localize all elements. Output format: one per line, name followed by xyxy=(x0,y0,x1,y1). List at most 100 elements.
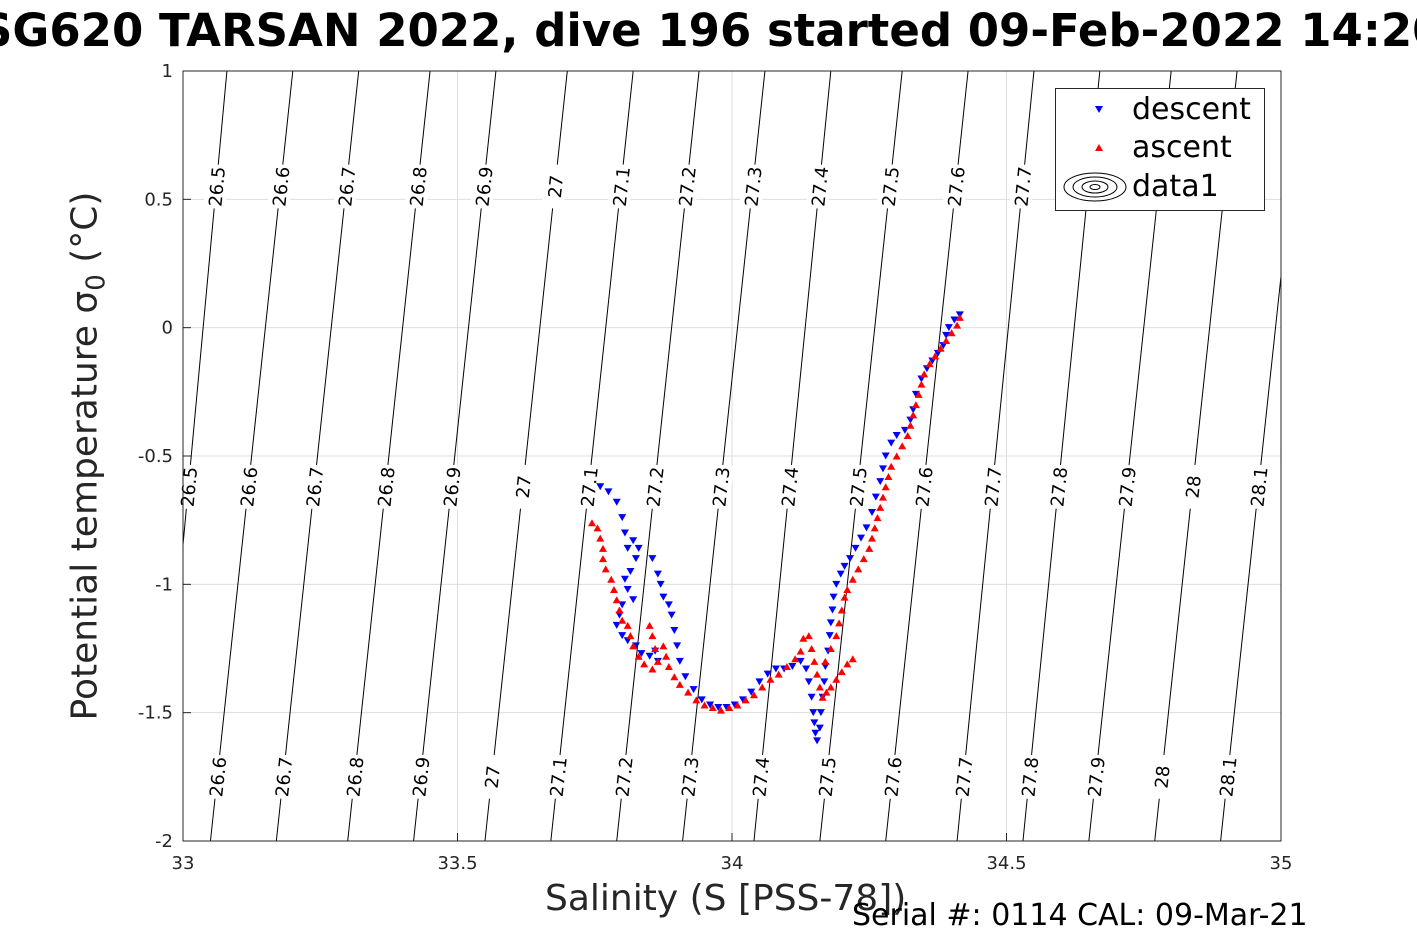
ascent-point xyxy=(911,401,920,409)
ascent-point xyxy=(807,645,816,652)
ascent-point xyxy=(766,675,775,683)
descent-point xyxy=(788,662,797,670)
x-tick-label: 34 xyxy=(721,853,744,874)
ascent-point xyxy=(848,575,857,583)
ascent-point xyxy=(884,473,893,481)
descent-point xyxy=(623,544,632,552)
contour-label-bg xyxy=(747,753,774,800)
ascent-point xyxy=(733,701,742,709)
ascent-point xyxy=(881,483,890,491)
descent-point xyxy=(809,709,818,717)
ascent-series xyxy=(588,313,964,714)
contour-label: 26.6 xyxy=(206,756,231,798)
contour-label: 26.9 xyxy=(440,466,465,508)
legend-item-ascent: ascent xyxy=(1056,130,1264,166)
legend-label-descent: descent xyxy=(1132,92,1251,127)
contour-label: 27 xyxy=(482,764,505,789)
ascent-point xyxy=(593,524,602,532)
y-tick-label: -1.5 xyxy=(138,703,173,724)
y-axis-label-unit: (°C) xyxy=(64,191,106,263)
descent-point xyxy=(596,483,605,491)
y-tick-label: -2 xyxy=(155,831,173,852)
descent-point xyxy=(656,580,665,588)
descent-point xyxy=(747,688,756,696)
ascent-point xyxy=(662,652,671,660)
ascent-point xyxy=(648,632,657,640)
descent-point xyxy=(846,555,855,563)
contour-label: 27.4 xyxy=(778,466,803,508)
descent-point xyxy=(714,704,723,712)
ascent-point xyxy=(931,352,940,360)
descent-point xyxy=(829,593,838,601)
contour-label-bg xyxy=(707,463,734,510)
ascent-point xyxy=(859,555,868,563)
ascent-point xyxy=(887,462,896,470)
contour-label: 27.8 xyxy=(1018,756,1043,798)
contour-label-bg xyxy=(333,163,360,210)
ascent-point xyxy=(920,370,929,378)
ascent-point xyxy=(645,621,654,629)
descent-point xyxy=(689,686,698,694)
legend-label-data1: data1 xyxy=(1132,169,1219,204)
descent-point xyxy=(944,324,953,332)
contour-label: 27.3 xyxy=(742,166,767,208)
descent-point xyxy=(645,652,654,660)
contour-label: 27.2 xyxy=(644,466,669,508)
contour-label-bg xyxy=(269,753,297,800)
descent-point xyxy=(892,431,901,439)
contour-labels: 26.5 26.5 26.6 26.6 26.6 26.7 26.7 26.7 26.8 26.8… xyxy=(175,163,1273,800)
descent-point xyxy=(807,693,816,701)
descent-point xyxy=(618,632,627,640)
contour-label: 26.8 xyxy=(375,466,400,508)
y-tick-label: 0.5 xyxy=(144,189,173,210)
contour-label-bg xyxy=(204,753,231,800)
x-tick-label: 34.5 xyxy=(986,853,1026,874)
contour-label-bg xyxy=(1045,463,1072,510)
contour-label-bg xyxy=(541,163,569,210)
legend-label-ascent: ascent xyxy=(1132,130,1232,165)
ascent-point xyxy=(708,704,717,712)
contour-label-bg xyxy=(1016,753,1043,800)
ascent-point xyxy=(909,411,918,419)
ascent-point xyxy=(601,565,610,573)
descent-point xyxy=(851,544,860,552)
ascent-point xyxy=(822,688,831,696)
descent-point xyxy=(881,452,890,460)
descent-point xyxy=(763,670,772,678)
contour-label-bg xyxy=(175,463,202,510)
contour-label-bg xyxy=(407,753,434,800)
ascent-point xyxy=(799,634,808,642)
descent-point xyxy=(862,524,871,532)
contour-label: 26.7 xyxy=(303,466,328,508)
contour-label: 28.1 xyxy=(1247,466,1272,508)
ascent-point xyxy=(865,544,874,552)
descent-point xyxy=(950,316,959,324)
x-tick-label: 35 xyxy=(1270,853,1293,874)
descent-point xyxy=(667,611,676,619)
contour-label: 27.8 xyxy=(1047,466,1072,508)
descent-point xyxy=(604,488,613,496)
ascent-point xyxy=(925,360,934,368)
ascent-point xyxy=(796,647,805,655)
contour-label-bg xyxy=(1245,463,1272,510)
ascent-point xyxy=(832,632,841,640)
legend: descent ascent data1 xyxy=(1055,88,1265,211)
contour-label: 26.8 xyxy=(407,166,432,208)
contour-label: 27.7 xyxy=(953,756,978,798)
descent-point xyxy=(634,544,643,552)
ascent-point xyxy=(675,680,684,688)
contour-line xyxy=(1220,271,1281,841)
contour-label-bg xyxy=(844,463,871,510)
descent-point xyxy=(871,493,880,501)
contour-label-bg xyxy=(575,463,602,510)
ascent-point xyxy=(953,321,962,329)
descent-point xyxy=(618,514,627,522)
ascent-point xyxy=(835,619,844,627)
contour-label: 26.5 xyxy=(205,166,230,208)
contour-label-bg xyxy=(1009,163,1036,210)
contour-label-bg xyxy=(438,463,465,510)
ascent-point xyxy=(623,621,632,629)
ascent-point xyxy=(815,683,824,691)
ascent-point xyxy=(903,431,912,439)
contour-label-bg xyxy=(300,463,328,510)
